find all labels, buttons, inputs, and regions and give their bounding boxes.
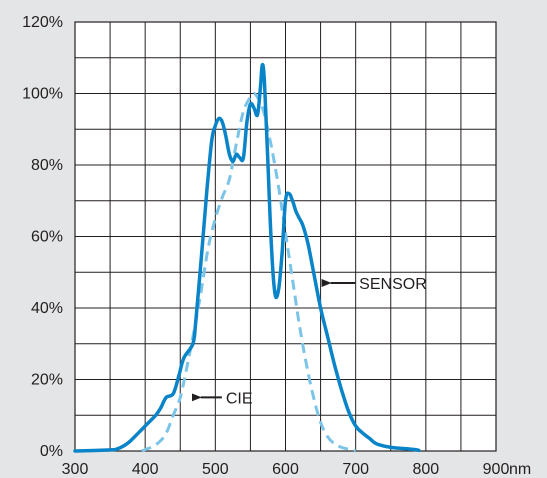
x-tick-label: 600 [272, 461, 299, 478]
annotation-label-cie: CIE [226, 390, 253, 407]
x-axis-unit-label: nm [509, 461, 531, 478]
x-tick-label: 700 [342, 461, 369, 478]
x-tick-label: 900 [483, 461, 510, 478]
y-tick-label: 80% [31, 157, 63, 174]
grid-lines [75, 22, 496, 451]
series-layer [73, 62, 421, 453]
y-tick-label: 20% [31, 372, 63, 389]
y-tick-label: 60% [31, 229, 63, 246]
y-tick-label: 100% [22, 86, 63, 103]
y-axis-tick-labels: 0% 20% 40% 60% 80% 100% 120% [22, 14, 63, 460]
x-tick-label: 500 [202, 461, 229, 478]
series-line-sensor [73, 62, 421, 453]
x-tick-label: 400 [132, 461, 159, 478]
series-line-cie [141, 92, 357, 453]
annotation-layer: SENSOR CIE [191, 276, 427, 407]
y-tick-label: 0% [40, 443, 63, 460]
plot-frame [74, 21, 497, 452]
y-tick-label: 120% [22, 14, 63, 31]
x-tick-label: 300 [62, 461, 89, 478]
y-tick-label: 40% [31, 300, 63, 317]
x-tick-label: 800 [412, 461, 439, 478]
x-axis-tick-labels: 300 400 500 600 700 800 900 [62, 461, 510, 478]
annotation-label-sensor: SENSOR [359, 276, 427, 293]
